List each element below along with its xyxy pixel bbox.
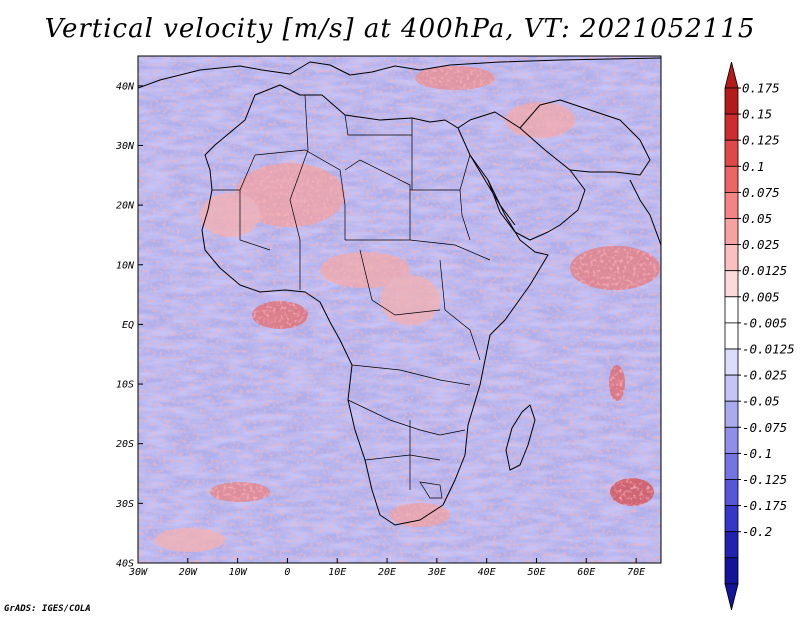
lat-tick-label: 10N — [116, 260, 135, 271]
country-borders — [212, 94, 491, 499]
colorbar-label: 0.05 — [742, 211, 772, 226]
colorbar-label: 0.1 — [742, 159, 765, 174]
colorbar-bottom-arrow — [724, 583, 739, 610]
colorbar-swatch — [724, 165, 739, 193]
colorbar-swatch — [724, 244, 739, 272]
persia-coastline — [519, 99, 651, 176]
colorbar-swatch — [724, 452, 739, 480]
madagascar-coastline — [505, 404, 536, 471]
colorbar: 0.175 0.15 0.125 0.1 0.075 0.05 0.025 0.0125 0.0… — [724, 61, 795, 610]
colorbar-label: 0.025 — [742, 237, 780, 252]
lat-tick-label: 30S — [115, 499, 134, 510]
lon-tick-label: 60E — [577, 567, 595, 578]
colorbar-swatch — [724, 531, 739, 559]
colorbar-top-arrow — [724, 61, 739, 89]
latitude-axis: 40N 30N 20N 10N EQ 10S 20S 30S 40S — [115, 81, 143, 570]
colorbar-label: -0.05 — [742, 394, 780, 409]
lon-tick-label: 10E — [328, 567, 346, 578]
colorbar-label: -0.0125 — [742, 342, 795, 357]
colorbar-label: -0.005 — [742, 315, 787, 330]
colorbar-swatch — [724, 296, 739, 324]
colorbar-swatch — [724, 557, 739, 585]
longitude-axis: 30W 20W 10W 0 10E 20E 30E 40E 50E 60E 70E — [128, 558, 645, 578]
arabia-coastline — [457, 111, 586, 241]
lon-tick-label: 40E — [478, 567, 496, 578]
lon-tick-label: 0 — [284, 567, 290, 578]
lon-tick-label: 20E — [378, 567, 396, 578]
colorbar-label: 0.0125 — [742, 263, 787, 278]
colorbar-label: 0.175 — [742, 81, 780, 96]
colorbar-swatch — [724, 374, 739, 402]
lat-tick-label: 30N — [115, 141, 135, 152]
coastlines — [138, 57, 661, 526]
field-speckle — [138, 56, 661, 563]
map-frame — [137, 55, 662, 564]
colorbar-label: -0.075 — [742, 420, 787, 435]
colorbar-swatch — [724, 505, 739, 533]
colorbar-swatch — [724, 270, 739, 298]
europe-coastline — [138, 57, 661, 89]
lon-tick-label: 20W — [179, 567, 198, 578]
lat-tick-label: EQ — [122, 320, 134, 331]
colorbar-label: 0.005 — [742, 289, 780, 304]
lat-tick-label: 40N — [116, 81, 135, 92]
colorbar-label: 0.075 — [742, 185, 780, 200]
colorbar-label: -0.025 — [742, 368, 787, 383]
lon-tick-label: 50E — [527, 567, 545, 578]
colorbar-label: -0.175 — [742, 498, 787, 513]
colorbar-swatch — [724, 191, 739, 219]
africa-coastline — [201, 84, 549, 526]
colorbar-label: 0.15 — [742, 107, 772, 122]
colorbar-label: -0.2 — [742, 524, 772, 539]
colorbar-label: -0.1 — [742, 446, 772, 461]
red-sea-line — [469, 154, 516, 226]
lon-tick-label: 30E — [427, 567, 446, 578]
lon-tick-label: 10W — [229, 567, 248, 578]
lat-tick-label: 10S — [116, 380, 134, 391]
map-field — [138, 56, 661, 563]
lon-tick-label: 30W — [128, 567, 148, 578]
lon-tick-label: 70E — [627, 567, 645, 578]
lat-tick-label: 20S — [116, 439, 134, 450]
colorbar-swatch — [724, 113, 739, 141]
credit-text: GrADS: IGES/COLA — [4, 604, 91, 614]
colorbar-swatch — [724, 139, 739, 167]
india-coastline — [629, 179, 661, 246]
colorbar-swatch — [724, 479, 739, 507]
lat-tick-label: 20N — [116, 201, 135, 212]
colorbar-swatch — [724, 322, 739, 350]
colorbar-swatch — [724, 400, 739, 428]
colorbar-label: 0.125 — [742, 133, 780, 148]
colorbar-label: -0.125 — [742, 472, 787, 487]
colorbar-swatch — [724, 218, 739, 246]
colorbar-swatch — [724, 426, 739, 454]
map-title: Vertical velocity [m/s] at 400hPa, VT: 2… — [44, 14, 756, 44]
lat-tick-label: 40S — [116, 559, 134, 570]
colorbar-swatch — [724, 87, 739, 115]
colorbar-swatch — [724, 348, 739, 376]
